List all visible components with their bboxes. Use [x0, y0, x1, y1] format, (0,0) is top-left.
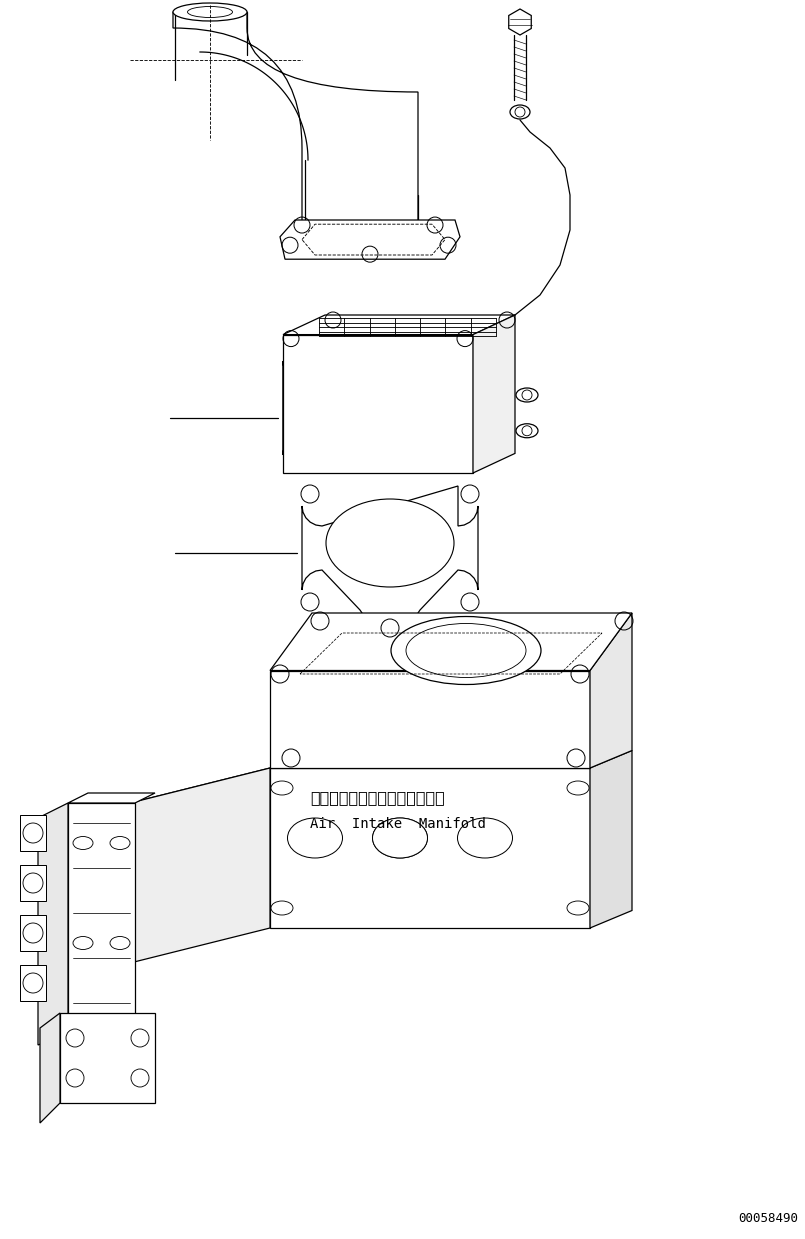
Ellipse shape: [567, 781, 589, 795]
Polygon shape: [40, 1014, 60, 1123]
Polygon shape: [270, 613, 632, 670]
Polygon shape: [68, 793, 155, 803]
Ellipse shape: [110, 937, 130, 949]
Polygon shape: [288, 348, 468, 468]
Text: 00058490: 00058490: [738, 1212, 798, 1224]
Ellipse shape: [271, 781, 293, 795]
Polygon shape: [590, 751, 632, 928]
PathPatch shape: [173, 12, 418, 222]
Polygon shape: [283, 335, 473, 473]
Ellipse shape: [373, 818, 427, 857]
Text: エアーインテークマニホールド: エアーインテークマニホールド: [310, 790, 444, 805]
Polygon shape: [270, 670, 590, 768]
Polygon shape: [473, 315, 515, 473]
Ellipse shape: [271, 901, 293, 914]
Ellipse shape: [391, 617, 541, 684]
Ellipse shape: [73, 836, 93, 850]
Polygon shape: [68, 803, 135, 1033]
Text: Air  Intake  Manifold: Air Intake Manifold: [310, 817, 486, 831]
Polygon shape: [20, 815, 46, 851]
Polygon shape: [302, 486, 478, 632]
Ellipse shape: [516, 388, 538, 401]
Ellipse shape: [457, 818, 513, 857]
Polygon shape: [130, 768, 270, 963]
Ellipse shape: [510, 105, 530, 119]
Polygon shape: [20, 914, 46, 952]
Polygon shape: [509, 9, 531, 35]
Polygon shape: [283, 343, 473, 473]
Ellipse shape: [173, 2, 247, 21]
Polygon shape: [20, 865, 46, 901]
Polygon shape: [20, 965, 46, 1001]
Polygon shape: [283, 315, 515, 335]
Ellipse shape: [73, 937, 93, 949]
Ellipse shape: [373, 818, 427, 857]
Ellipse shape: [567, 901, 589, 914]
Ellipse shape: [326, 499, 454, 587]
Polygon shape: [590, 613, 632, 768]
Polygon shape: [60, 1014, 155, 1103]
Polygon shape: [280, 221, 460, 259]
Ellipse shape: [287, 818, 342, 857]
Polygon shape: [270, 768, 590, 928]
Polygon shape: [38, 803, 68, 1044]
Ellipse shape: [516, 424, 538, 437]
Ellipse shape: [110, 836, 130, 850]
Polygon shape: [130, 768, 590, 803]
